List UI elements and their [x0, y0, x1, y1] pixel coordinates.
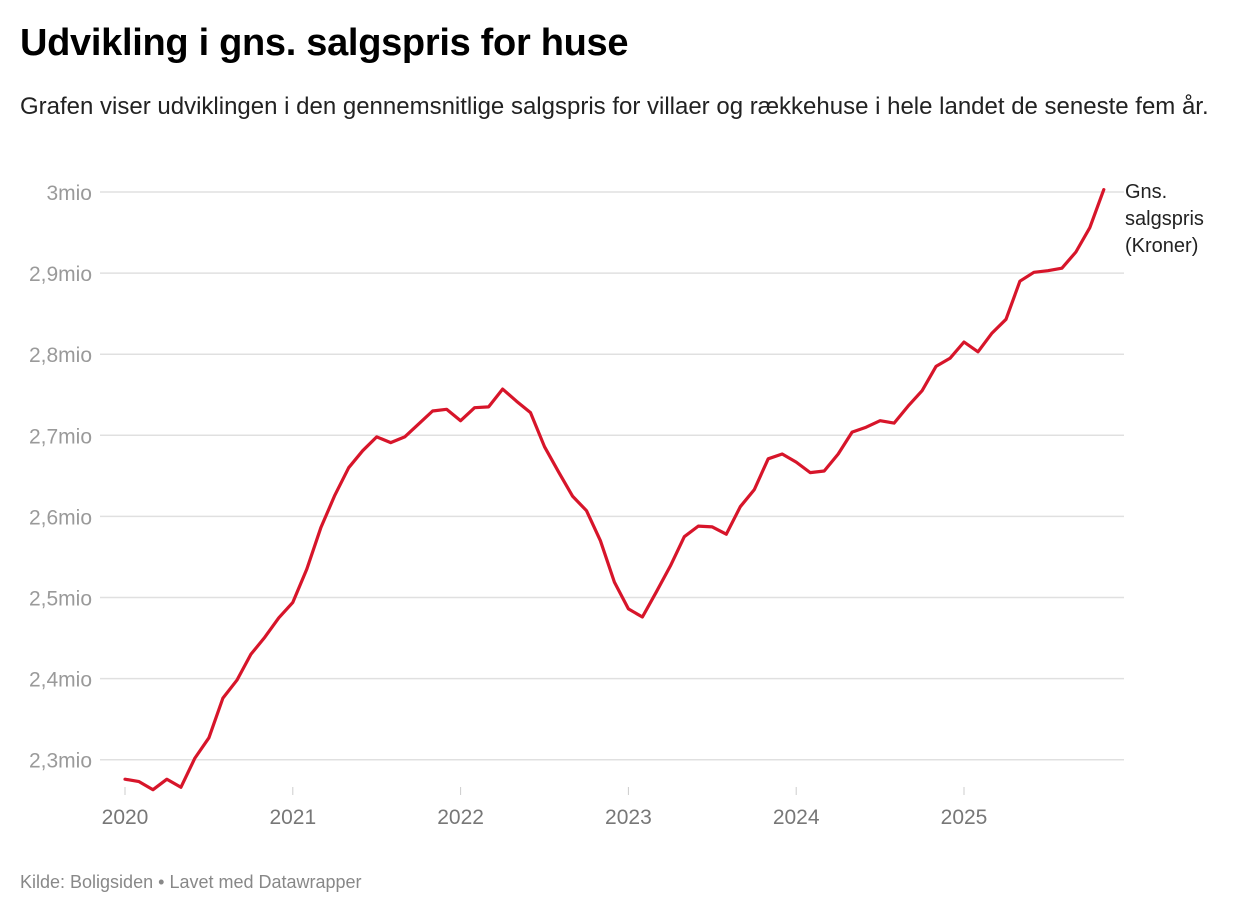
- series-label-line: Gns.: [1125, 181, 1167, 203]
- y-tick-label: 2,3mio: [29, 750, 92, 773]
- y-tick-label: 2,9mio: [29, 263, 92, 286]
- gridlines: [100, 191, 1124, 761]
- x-tick-label: 2020: [102, 806, 149, 829]
- x-tick-label: 2021: [269, 806, 316, 829]
- separator: •: [158, 872, 165, 892]
- y-tick-label: 2,7mio: [29, 425, 92, 448]
- source-text: Kilde: Boligsiden: [20, 872, 154, 892]
- series-group: [123, 188, 1106, 792]
- y-tick-label: 3mio: [46, 182, 92, 205]
- credit-link[interactable]: Lavet med Datawrapper: [169, 872, 362, 892]
- y-tick-label: 2,6mio: [29, 506, 92, 529]
- y-tick-label: 2,8mio: [29, 344, 92, 367]
- x-tick-label: 2022: [437, 806, 484, 829]
- x-tick-label: 2024: [773, 806, 820, 829]
- y-axis-ticks: 3mio 2,9mio 2,8mio 2,7mio 2,6mio 2,5mio 2,4mio…: [29, 182, 92, 773]
- series-label-line: (Kroner): [1125, 235, 1198, 257]
- y-tick-label: 2,5mio: [29, 588, 92, 611]
- series-label: Gns. salgspris (Kroner): [1125, 181, 1204, 257]
- series-label-line: salgspris: [1125, 208, 1204, 230]
- x-axis-ticks: 2020 2021 2022 2023 2024 2025: [102, 787, 988, 829]
- series-line: [123, 188, 1106, 792]
- chart-title: Udvikling i gns. salgspris for huse: [20, 22, 629, 64]
- x-tick-label: 2025: [941, 806, 988, 829]
- chart-subtitle: Grafen viser udviklingen i den gennemsni…: [20, 93, 1209, 120]
- footer: Kilde: Boligsiden • Lavet med Datawrappe…: [20, 872, 362, 893]
- y-tick-label: 2,4mio: [29, 669, 92, 692]
- x-tick-label: 2023: [605, 806, 652, 829]
